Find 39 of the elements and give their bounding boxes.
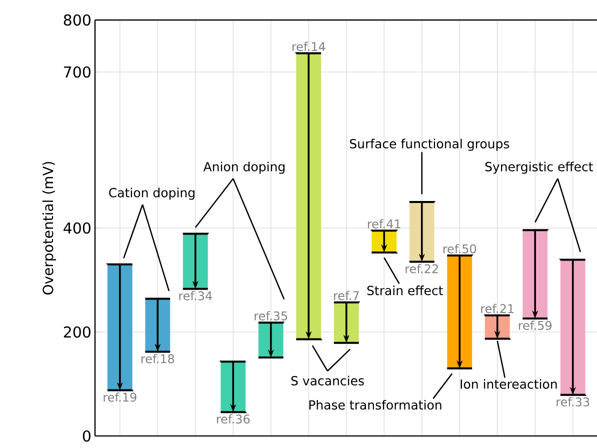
annotation: S vacancies [291,376,364,386]
bar [522,229,549,320]
x-tick-label: ref.35 [254,311,288,320]
y-tick-label: 700 [64,66,90,78]
annotation: Strain effect [367,286,443,296]
x-tick-label: ref.50 [443,244,476,254]
x-tick-label: ref.18 [141,354,174,364]
annotation: Surface functional groups [350,138,510,151]
annotation: Anion doping [203,162,285,174]
bar [559,258,586,396]
annotation: Phase transformation [309,400,442,410]
y-tick-label: 0 [82,430,90,442]
bar [182,232,209,290]
x-tick-label: ref.19 [104,392,136,402]
annotation: Ion intereaction [460,379,557,389]
bar [106,263,134,392]
bar [370,230,398,254]
y-axis-title: Overpotential (mV) [42,162,56,294]
bar [295,52,322,340]
x-tick-label: ref.7 [334,290,359,300]
x-tick-label: ref.22 [406,264,438,274]
annotation: Cation doping [109,188,194,200]
bar [220,360,247,414]
x-tick-label: ref.59 [518,320,552,330]
y-tick-label: 400 [64,222,90,234]
x-tick-label: ref.34 [179,291,212,300]
y-tick-label: 200 [64,326,90,338]
x-tick-label: ref.14 [292,42,326,52]
x-tick-label: ref.41 [368,219,400,228]
annotation: Synergistic effect [485,162,593,174]
bar [332,301,360,344]
x-tick-label: ref.33 [556,397,590,406]
y-tick-label: 800 [64,14,90,26]
bar [144,298,172,353]
bar [446,254,474,370]
bar [408,201,436,263]
x-tick-label: ref.21 [481,304,514,314]
x-tick-label: ref.36 [216,414,250,424]
bar [257,322,284,358]
